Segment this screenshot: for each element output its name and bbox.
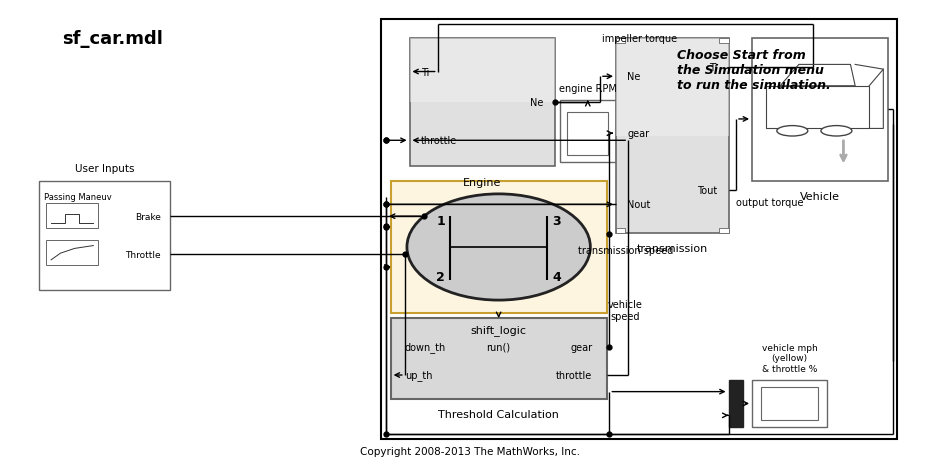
Bar xyxy=(719,39,728,44)
Text: throttle: throttle xyxy=(421,136,457,146)
Bar xyxy=(719,228,728,233)
Text: transmission: transmission xyxy=(637,244,708,254)
Text: down_th: down_th xyxy=(405,341,446,352)
Text: Threshold Calculation: Threshold Calculation xyxy=(439,409,559,419)
Text: Ne: Ne xyxy=(531,98,544,108)
Text: Ne: Ne xyxy=(628,72,641,82)
Text: throttle: throttle xyxy=(556,370,593,380)
Bar xyxy=(728,380,742,427)
Text: shift_logic: shift_logic xyxy=(470,324,527,335)
Text: gear: gear xyxy=(628,129,649,139)
Bar xyxy=(616,39,626,44)
Bar xyxy=(761,387,818,420)
Ellipse shape xyxy=(777,126,807,137)
Bar xyxy=(616,228,626,233)
Ellipse shape xyxy=(821,126,852,137)
Bar xyxy=(567,113,609,155)
Bar xyxy=(381,20,898,439)
Text: Choose Start from
the Simulation menu
to run the simulation.: Choose Start from the Simulation menu to… xyxy=(677,49,831,91)
Text: Tout: Tout xyxy=(697,186,717,196)
Text: 1: 1 xyxy=(436,215,445,228)
Bar xyxy=(616,39,728,233)
Bar xyxy=(409,39,555,167)
Bar xyxy=(560,101,616,162)
Text: run(): run() xyxy=(486,342,511,352)
Text: gear: gear xyxy=(570,342,593,352)
Text: vehicle
speed: vehicle speed xyxy=(608,299,643,321)
Text: Engine: Engine xyxy=(463,178,502,188)
Text: up_th: up_th xyxy=(405,370,432,381)
Text: Copyright 2008-2013 The MathWorks, Inc.: Copyright 2008-2013 The MathWorks, Inc. xyxy=(360,446,581,456)
Text: Ti: Ti xyxy=(709,63,717,73)
Bar xyxy=(616,39,728,136)
Bar xyxy=(752,39,888,181)
Text: sf_car.mdl: sf_car.mdl xyxy=(62,30,163,48)
Text: Ti: Ti xyxy=(421,68,429,78)
Text: Throttle: Throttle xyxy=(125,250,161,259)
Bar xyxy=(46,240,98,265)
Bar xyxy=(752,380,827,427)
Text: Passing Maneuv: Passing Maneuv xyxy=(43,193,111,202)
Text: 2: 2 xyxy=(436,271,445,284)
Text: vehicle mph
(yellow)
& throttle %: vehicle mph (yellow) & throttle % xyxy=(761,343,818,373)
Text: Nout: Nout xyxy=(628,200,650,210)
Text: 3: 3 xyxy=(552,215,561,228)
Bar xyxy=(46,204,98,228)
Bar xyxy=(391,318,607,399)
Ellipse shape xyxy=(407,195,590,300)
Text: 4: 4 xyxy=(552,271,561,284)
Text: transmission speed: transmission speed xyxy=(579,245,674,255)
Text: impeller torque: impeller torque xyxy=(602,34,677,43)
Bar xyxy=(391,181,607,314)
Bar xyxy=(39,181,170,290)
Text: Vehicle: Vehicle xyxy=(800,192,840,202)
Text: output torque: output torque xyxy=(736,198,804,208)
Text: engine RPM: engine RPM xyxy=(559,84,616,94)
Text: Brake: Brake xyxy=(135,212,161,221)
Bar xyxy=(409,39,555,103)
Text: User Inputs: User Inputs xyxy=(75,164,135,174)
